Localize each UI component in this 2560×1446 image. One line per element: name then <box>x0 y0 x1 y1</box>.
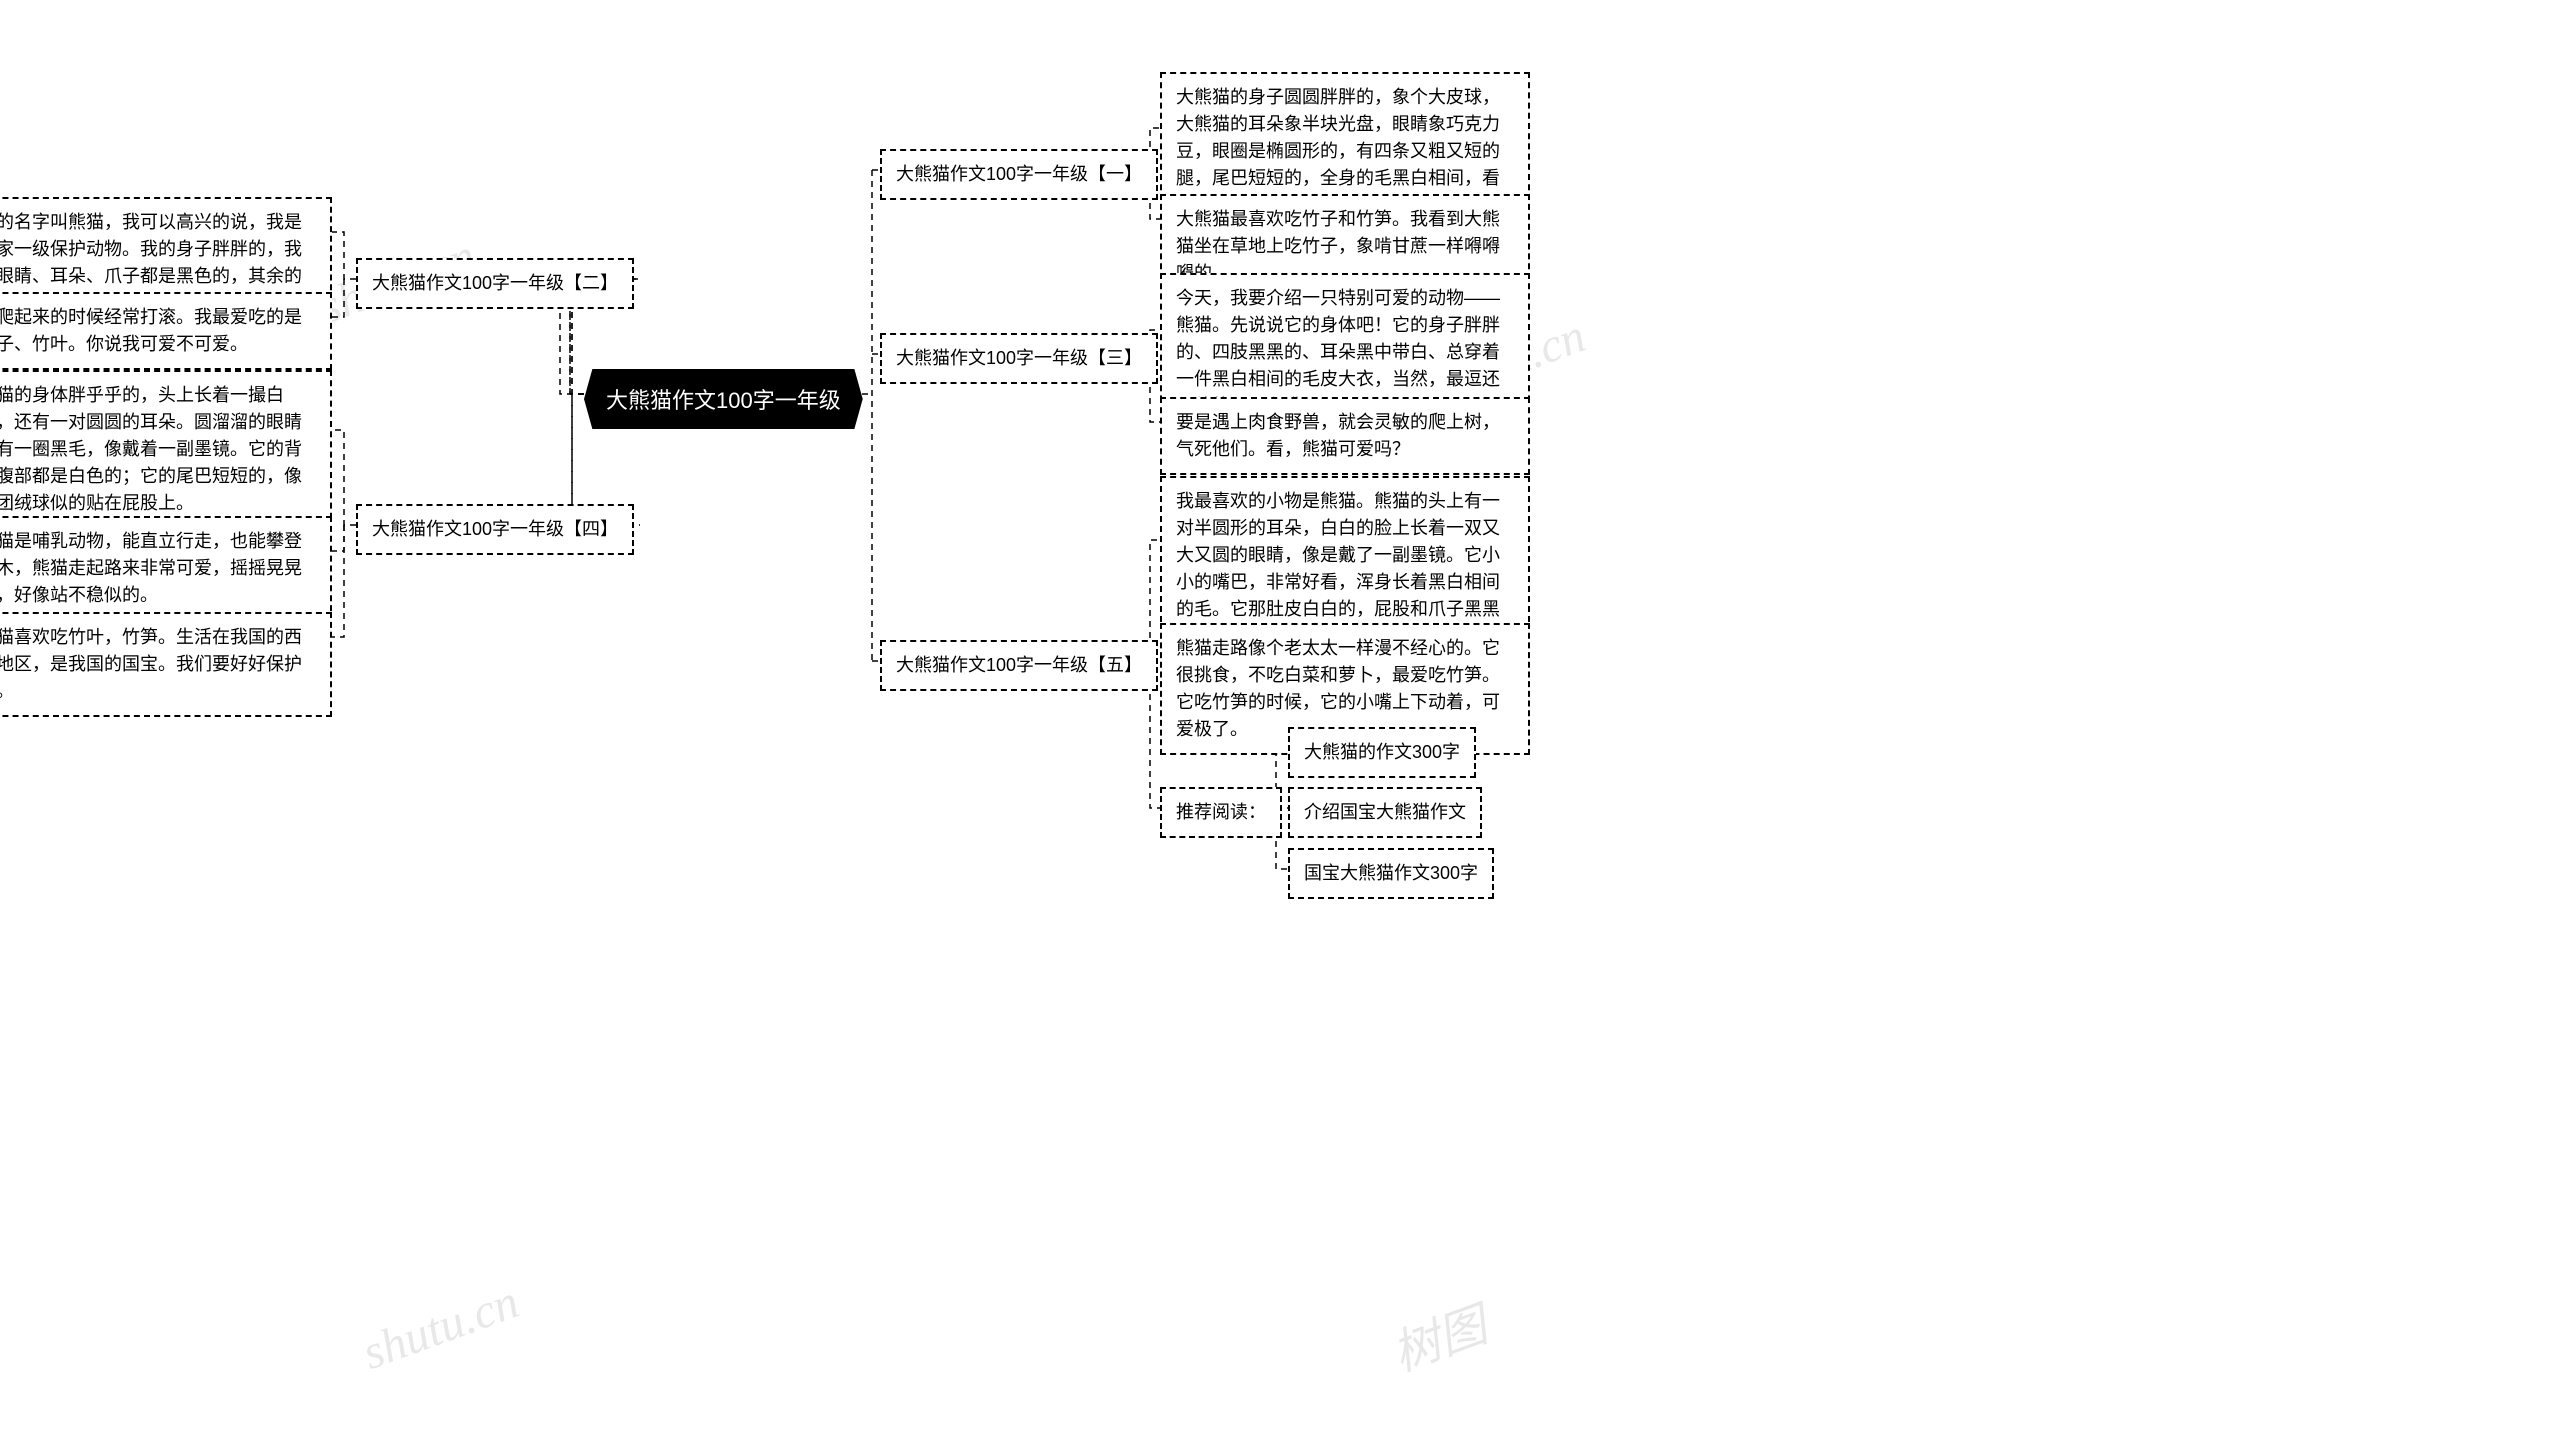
recommend-1: 大熊猫的作文300字 <box>1288 727 1476 778</box>
branch-three: 大熊猫作文100字一年级【三】 <box>880 333 1158 384</box>
branch-one: 大熊猫作文100字一年级【一】 <box>880 149 1158 200</box>
leaf-four-3: 熊猫喜欢吃竹叶，竹笋。生活在我国的西南地区，是我国的国宝。我们要好好保护它。 <box>0 612 332 717</box>
branch-five: 大熊猫作文100字一年级【五】 <box>880 640 1158 691</box>
leaf-four-2: 熊猫是哺乳动物，能直立行走，也能攀登树木，熊猫走起路来非常可爱，摇摇晃晃地，好像… <box>0 516 332 621</box>
watermark-text: 树图 <box>1381 1286 1495 1385</box>
recommend-2: 介绍国宝大熊猫作文 <box>1288 787 1482 838</box>
recommend-3: 国宝大熊猫作文300字 <box>1288 848 1494 899</box>
leaf-four-1: 熊猫的身体胖乎乎的，头上长着一撮白毛，还有一对圆圆的耳朵。圆溜溜的眼睛外有一圈黑… <box>0 370 332 529</box>
branch-two: 大熊猫作文100字一年级【二】 <box>356 258 634 309</box>
root-node: 大熊猫作文100字一年级 <box>584 369 863 429</box>
leaf-two-2: 我爬起来的时候经常打滚。我最爱吃的是竹子、竹叶。你说我可爱不可爱。 <box>0 292 332 370</box>
recommend-node: 推荐阅读： <box>1160 787 1282 838</box>
branch-four: 大熊猫作文100字一年级【四】 <box>356 504 634 555</box>
watermark-text: shutu.cn <box>355 1274 525 1381</box>
leaf-three-2: 要是遇上肉食野兽，就会灵敏的爬上树，气死他们。看，熊猫可爱吗？ <box>1160 397 1530 475</box>
